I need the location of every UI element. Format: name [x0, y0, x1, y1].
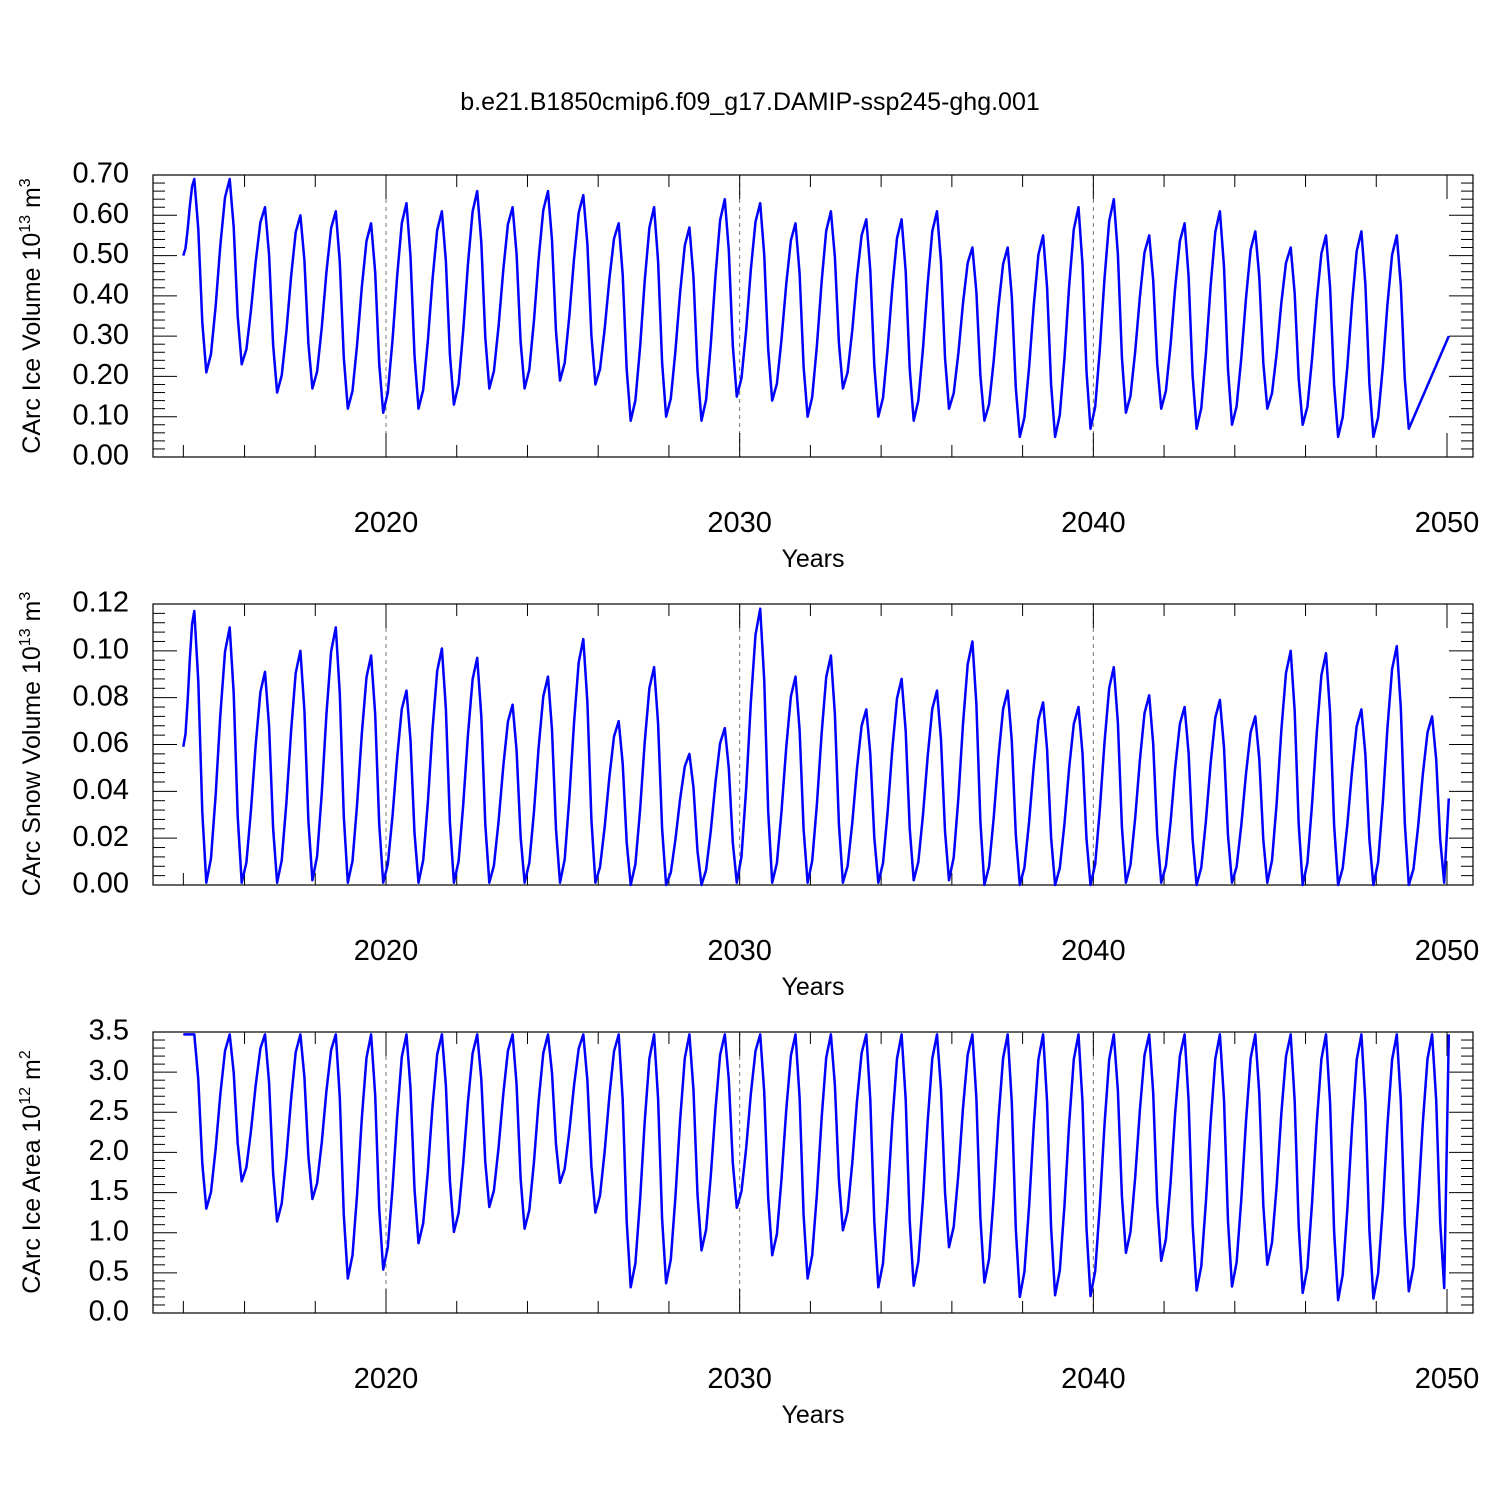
- x-tick-label: 2020: [354, 935, 419, 967]
- y-axis-label-unit-exponent: 3: [17, 178, 34, 187]
- y-tick-label: 3.0: [89, 1055, 129, 1087]
- y-axis-label-text: CArc Snow Volume 10: [18, 646, 46, 896]
- y-axis-label-exponent: 12: [17, 1087, 34, 1105]
- y-tick-label: 2.5: [89, 1095, 129, 1127]
- y-tick-label: 2.0: [89, 1135, 129, 1167]
- y-tick-label: 1.5: [89, 1175, 129, 1207]
- y-axis-label: CArc Snow Volume 1013 m3: [17, 592, 46, 897]
- y-tick-label: 0.20: [73, 359, 129, 391]
- x-tick-label: 2020: [354, 507, 419, 539]
- plot-frame: [152, 1031, 1474, 1314]
- y-tick-label: 0.00: [73, 868, 129, 900]
- y-tick-label: 0.70: [73, 158, 129, 190]
- y-tick-label: 0.10: [73, 633, 129, 665]
- x-tick-label: 2040: [1061, 1363, 1126, 1395]
- y-tick-label: 0.04: [73, 774, 129, 806]
- y-axis-label-exponent: 13: [17, 628, 34, 646]
- y-tick-label: 0.00: [73, 440, 129, 472]
- y-axis-label-exponent: 13: [17, 215, 34, 233]
- x-axis-label: Years: [781, 545, 844, 573]
- data-series-line: [182, 607, 1451, 887]
- x-axis-label: Years: [781, 1401, 844, 1429]
- y-axis-label-unit-exponent: 3: [17, 592, 34, 601]
- y-tick-label: 0.30: [73, 319, 129, 351]
- x-tick-label: 2030: [707, 935, 772, 967]
- y-tick-label: 0.50: [73, 238, 129, 270]
- ice-area-panel: 0.0 0.5 1.0 1.5 2.0 2.5 3.0 3.5 2020 2030 2040 2050…: [17, 1015, 1479, 1429]
- y-axis-label-unit: m: [18, 187, 46, 215]
- y-tick-label: 3.5: [89, 1015, 129, 1047]
- x-tick-label: 2040: [1061, 507, 1126, 539]
- y-tick-label: 0.40: [73, 279, 129, 311]
- chart-title: b.e21.B1850cmip6.f09_g17.DAMIP-ssp245-gh…: [460, 88, 1040, 116]
- x-tick-label: 2020: [354, 1363, 419, 1395]
- y-tick-label: 0.0: [89, 1296, 129, 1328]
- x-tick-label: 2030: [707, 1363, 772, 1395]
- data-series-line: [183, 1033, 1451, 1302]
- plot-frame: [152, 174, 1474, 458]
- y-tick-label: 0.08: [73, 680, 129, 712]
- y-axis-label: CArc Ice Volume 1013 m3: [17, 178, 46, 454]
- y-axis-label-text: CArc Ice Volume 10: [18, 233, 46, 454]
- y-tick-label: 0.02: [73, 821, 129, 853]
- y-axis-label: CArc Ice Area 1012 m2: [17, 1050, 46, 1294]
- ice-volume-panel: 0.00 0.10 0.20 0.30 0.40 0.50 0.60 0.70 2020 2030…: [17, 158, 1479, 573]
- data-series-line: [182, 177, 1450, 439]
- y-tick-label: 0.60: [73, 198, 129, 230]
- y-axis-label-unit: m: [18, 601, 46, 629]
- x-tick-label: 2050: [1415, 935, 1480, 967]
- y-axis-label-text: CArc Ice Area 10: [18, 1105, 46, 1294]
- x-tick-label: 2040: [1061, 935, 1126, 967]
- x-tick-label: 2050: [1415, 1363, 1480, 1395]
- y-tick-label: 0.5: [89, 1256, 129, 1288]
- y-tick-label: 0.12: [73, 587, 129, 619]
- y-tick-label: 1.0: [89, 1215, 129, 1247]
- y-axis-label-unit: m: [18, 1059, 46, 1087]
- y-tick-label: 0.10: [73, 399, 129, 431]
- x-axis-label: Years: [781, 973, 844, 1001]
- snow-volume-panel: 0.00 0.02 0.04 0.06 0.08 0.10 0.12 2020 2030 2040…: [17, 587, 1479, 1001]
- x-tick-label: 2030: [707, 507, 772, 539]
- y-tick-label: 0.06: [73, 727, 129, 759]
- x-tick-label: 2050: [1415, 507, 1480, 539]
- y-axis-label-unit-exponent: 2: [17, 1050, 34, 1059]
